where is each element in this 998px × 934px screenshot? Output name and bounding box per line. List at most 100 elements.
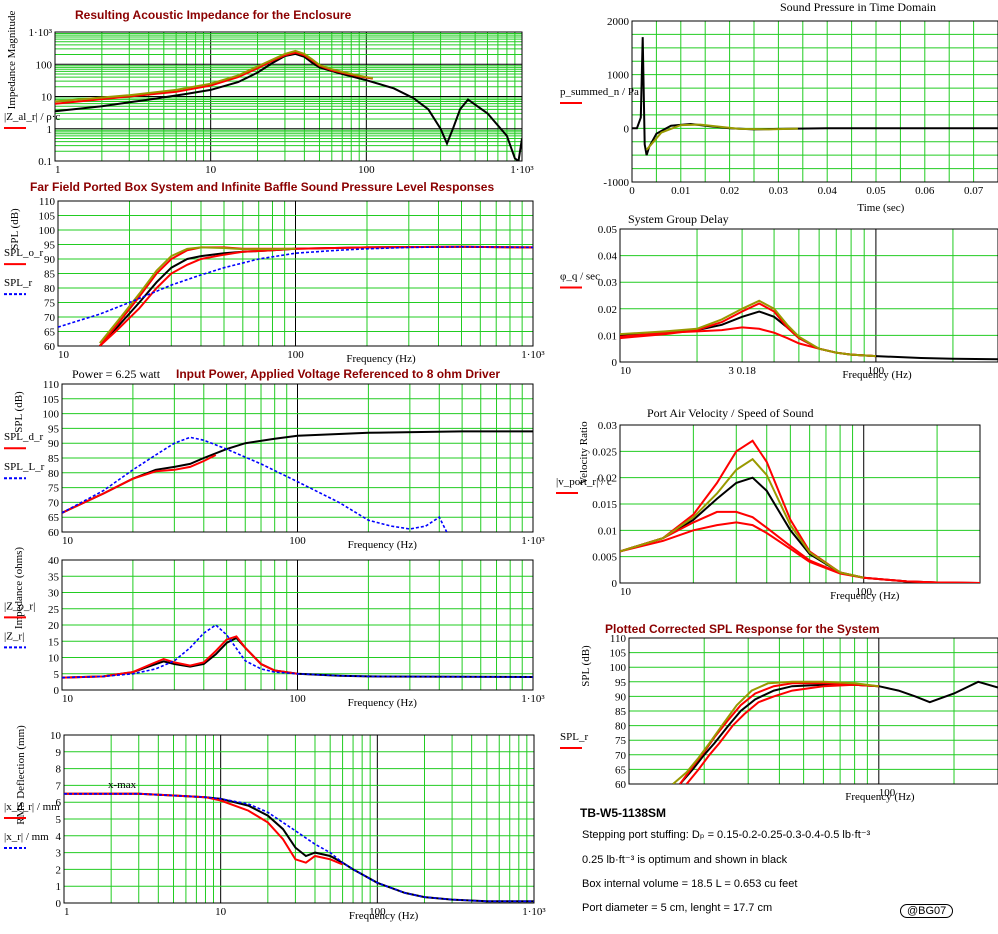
- x-tick-label: 0.06: [915, 185, 935, 197]
- chart-annotation: Power = 6.25 watt: [72, 367, 161, 381]
- y-tick-label: 85: [48, 453, 60, 465]
- x-tick-label: 0: [629, 185, 635, 197]
- y-tick-label: 60: [48, 527, 60, 539]
- y-tick-label: 100: [610, 662, 627, 674]
- x-axis-label: Frequency (Hz): [348, 697, 418, 709]
- plot-grid: [58, 201, 533, 346]
- y-tick-label: 100: [43, 409, 60, 421]
- y-tick-label: 0.015: [592, 499, 617, 511]
- x-tick-label: 10: [205, 164, 217, 176]
- x-tick-label: 10: [62, 693, 74, 705]
- series-line-5: [58, 245, 533, 328]
- chart-title: Far Field Ported Box System and Infinite…: [30, 180, 494, 194]
- y-tick-label: 5: [54, 669, 60, 681]
- series-line-2: [620, 302, 876, 358]
- series-line-3: [62, 436, 448, 532]
- y-tick-label: 75: [48, 483, 60, 495]
- y-tick-label: 110: [39, 196, 56, 208]
- y-tick-label: 75: [615, 735, 627, 747]
- x-tick-label: 0.01: [671, 185, 690, 197]
- port-note: Port diameter = 5 cm, lenght = 17.7 cm: [582, 902, 773, 914]
- series-line-2: [685, 683, 879, 784]
- y-tick-label: 65: [615, 764, 627, 776]
- plot-grid: [629, 638, 998, 784]
- series-line-3: [55, 49, 373, 103]
- y-tick-label: 105: [43, 394, 60, 406]
- model-name: TB-W5-1138SM: [580, 806, 667, 820]
- legend-label: SPL_r: [4, 277, 32, 289]
- series-line-3: [62, 623, 533, 679]
- plot-grid: [55, 32, 522, 161]
- y-axis-label: Impedance Magnitude: [6, 11, 18, 110]
- y-tick-label: 90: [44, 254, 56, 266]
- x-tick-label: 0.04: [818, 185, 838, 197]
- y-tick-label: 0.03: [598, 420, 618, 432]
- y-tick-label: 95: [615, 677, 627, 689]
- legend-label: |Z_r|: [4, 630, 24, 642]
- x-tick-label: 1·10³: [521, 535, 545, 547]
- y-tick-label: 100: [39, 225, 56, 237]
- x-tick-label: 100: [287, 349, 304, 361]
- y-tick-label: 0.02: [598, 304, 617, 316]
- series-line-3: [620, 521, 980, 583]
- series-line-1: [64, 792, 534, 903]
- y-tick-label: 0.1: [38, 156, 52, 168]
- y-axis-label: Velocity Ratio: [578, 421, 590, 485]
- chart-port-velocity: 10 100 0.03 0.025 0.02 0.015 0.01 0.005 0 Port Ai…: [556, 406, 981, 602]
- chart-title: Port Air Velocity / Speed of Sound: [647, 406, 813, 420]
- y-tick-label: 2: [56, 864, 62, 876]
- series-line-4: [620, 510, 864, 579]
- y-tick-label: 1: [56, 881, 62, 893]
- x-tick-label: 1·10³: [521, 693, 545, 705]
- series-line-2: [64, 792, 343, 866]
- y-tick-label: 105: [39, 211, 56, 223]
- y-tick-label: 0.005: [592, 552, 617, 564]
- plot-frame: [631, 20, 998, 183]
- y-tick-label: 25: [48, 604, 60, 616]
- x-tick-label: 1·10³: [522, 906, 546, 918]
- series-line-2: [620, 439, 980, 583]
- x-axis-label: Frequency (Hz): [830, 590, 900, 602]
- y-tick-label: 40: [48, 555, 60, 567]
- x-tick-label: 10: [62, 535, 74, 547]
- series-line-1: [679, 680, 998, 784]
- legend-label: SPL_d_r: [4, 431, 43, 443]
- chart-title: Input Power, Applied Voltage Referenced …: [176, 367, 500, 381]
- y-tick-label: 4: [56, 831, 62, 843]
- legend-label: |x_r| / mm: [4, 831, 49, 843]
- chart-annotation: x-max: [108, 779, 137, 791]
- y-tick-label: 95: [44, 240, 56, 252]
- y-axis-label: SPL (dB): [9, 208, 21, 250]
- optimum-note: 0.25 lb·ft⁻³ is optimum and shown in bla…: [582, 854, 788, 866]
- y-tick-label: 110: [43, 379, 60, 391]
- plot-frame: [61, 383, 534, 533]
- x-tick-label: 0.07: [964, 185, 984, 197]
- y-tick-label: 3: [56, 848, 62, 860]
- y-tick-label: 0.01: [598, 525, 617, 537]
- y-tick-label: 6: [56, 797, 62, 809]
- x-tick-label: 10: [215, 906, 227, 918]
- series-group: [620, 299, 998, 361]
- y-tick-label: 65: [44, 327, 56, 339]
- y-tick-label: 0.04: [598, 251, 618, 263]
- series-line-3: [99, 247, 296, 346]
- x-tick-label: 1: [64, 906, 70, 918]
- plot-grid: [620, 425, 980, 583]
- y-tick-label: 7: [56, 780, 62, 792]
- y-tick-label: 0: [56, 898, 62, 910]
- y-tick-label: 65: [48, 512, 60, 524]
- y-axis-label: SPL (dB): [580, 645, 592, 687]
- y-tick-label: 60: [615, 779, 627, 791]
- y-tick-label: 35: [48, 571, 60, 583]
- series-line-4: [99, 246, 296, 344]
- y-tick-label: 1: [47, 124, 53, 136]
- x-tick-label: 1: [55, 164, 61, 176]
- x-tick-label: 3 0.18: [728, 365, 756, 377]
- x-tick-label: 100: [855, 586, 872, 598]
- series-group: [62, 623, 533, 679]
- y-tick-label: 0: [612, 578, 618, 590]
- y-tick-label: 80: [44, 283, 56, 295]
- series-line-4: [620, 299, 876, 358]
